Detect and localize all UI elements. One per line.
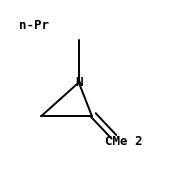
Text: N: N: [75, 76, 82, 89]
Text: CMe 2: CMe 2: [105, 135, 143, 148]
Text: n-Pr: n-Pr: [19, 19, 49, 32]
